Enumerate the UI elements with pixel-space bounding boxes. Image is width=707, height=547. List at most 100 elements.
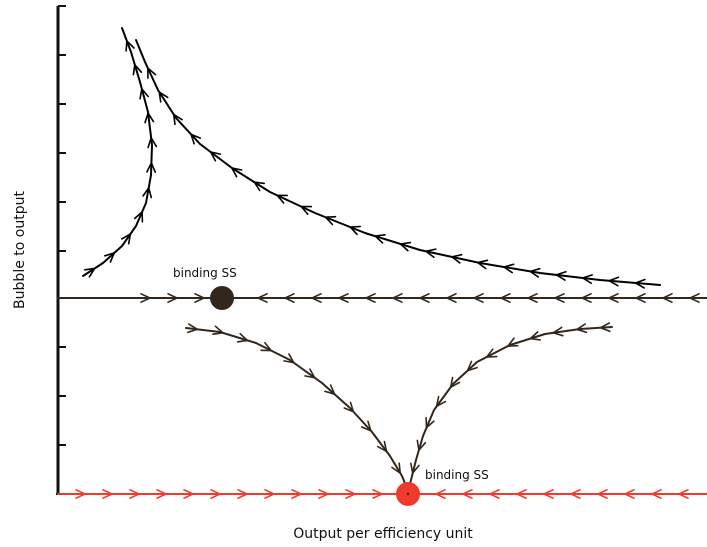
arrow-head bbox=[506, 337, 519, 347]
arrow-head bbox=[376, 440, 388, 453]
arrow-head bbox=[551, 326, 564, 337]
arrow-head bbox=[499, 293, 511, 303]
arrow-head bbox=[410, 462, 420, 475]
lower-steady-state: binding SS bbox=[396, 468, 489, 506]
arrow-head bbox=[373, 234, 386, 244]
upper-left-trajectory bbox=[82, 27, 153, 277]
arrow-head bbox=[425, 417, 435, 430]
arrow-head bbox=[142, 186, 153, 199]
arrow-head bbox=[580, 274, 593, 284]
arrow-head bbox=[260, 342, 273, 352]
arrow-head bbox=[526, 293, 538, 303]
arrow-head bbox=[210, 489, 222, 499]
arrow-head bbox=[236, 332, 250, 343]
arrow-head bbox=[607, 293, 619, 303]
lower-steady-state-center bbox=[406, 492, 410, 496]
arrow-head bbox=[391, 462, 402, 475]
arrow-head bbox=[283, 293, 295, 303]
arrow-head bbox=[598, 322, 611, 333]
arrow-head bbox=[472, 293, 484, 303]
arrow-head bbox=[372, 489, 384, 499]
arrow-head bbox=[398, 241, 412, 252]
arrow-head bbox=[416, 439, 427, 453]
arrow-head bbox=[434, 489, 446, 499]
arrow-head bbox=[569, 489, 581, 499]
arrow-head bbox=[348, 225, 361, 236]
arrow-head bbox=[256, 293, 268, 303]
direction-arrows bbox=[75, 39, 700, 499]
arrow-head bbox=[121, 232, 132, 245]
arrow-head bbox=[337, 293, 349, 303]
arrow-head bbox=[364, 293, 376, 303]
arrow-head bbox=[146, 161, 157, 173]
arrow-head bbox=[661, 293, 673, 303]
arrow-head bbox=[488, 489, 500, 499]
arrow-head bbox=[435, 395, 447, 408]
arrow-head bbox=[129, 489, 141, 499]
arrow-head bbox=[283, 353, 296, 364]
arrow-head bbox=[172, 112, 183, 126]
upper-right-trajectory bbox=[135, 39, 661, 286]
trajectories bbox=[57, 27, 707, 495]
arrow-head bbox=[553, 293, 565, 303]
arrow-head bbox=[688, 293, 700, 303]
arrow-head bbox=[343, 401, 355, 414]
arrow-head bbox=[291, 489, 303, 499]
arrow-head bbox=[677, 489, 689, 499]
arrow-head bbox=[139, 87, 149, 100]
arrow-head bbox=[360, 420, 373, 433]
arrow-head bbox=[554, 271, 567, 281]
arrow-head bbox=[575, 323, 588, 334]
arrow-head bbox=[144, 111, 155, 124]
arrow-head bbox=[596, 489, 608, 499]
arrow-head bbox=[84, 267, 97, 278]
arrow-head bbox=[424, 248, 437, 259]
arrow-head bbox=[264, 489, 276, 499]
arrow-head bbox=[125, 39, 135, 52]
arrow-head bbox=[167, 293, 179, 303]
arrow-head bbox=[299, 205, 313, 215]
arrow-head bbox=[209, 150, 222, 162]
arrow-head bbox=[304, 368, 317, 379]
arrow-head bbox=[345, 489, 357, 499]
lower-right-trajectory bbox=[408, 326, 613, 488]
upper-steady-state-dot bbox=[210, 286, 234, 310]
arrow-head bbox=[650, 489, 662, 499]
arrow-head bbox=[528, 331, 541, 341]
lower-steady-state-label: binding SS bbox=[425, 468, 489, 482]
arrow-head bbox=[147, 66, 157, 79]
arrow-head bbox=[323, 215, 337, 226]
arrow-head bbox=[187, 323, 200, 334]
arrow-head bbox=[475, 259, 489, 270]
arrow-head bbox=[623, 489, 635, 499]
arrow-head bbox=[230, 166, 243, 178]
arrow-head bbox=[75, 489, 87, 499]
arrow-head bbox=[502, 263, 515, 274]
arrow-head bbox=[391, 293, 403, 303]
arrow-head bbox=[275, 194, 288, 204]
arrow-head bbox=[318, 489, 330, 499]
x-axis-label: Output per efficiency unit bbox=[293, 526, 473, 542]
arrow-head bbox=[147, 136, 158, 149]
arrow-head bbox=[418, 293, 430, 303]
arrow-head bbox=[466, 360, 478, 372]
arrow-head bbox=[132, 62, 143, 76]
arrow-head bbox=[183, 489, 195, 499]
arrow-head bbox=[104, 251, 116, 263]
arrow-head bbox=[542, 489, 554, 499]
arrow-head bbox=[252, 181, 265, 192]
arrow-head bbox=[634, 293, 646, 303]
arrow-head bbox=[633, 278, 646, 289]
arrow-head bbox=[237, 489, 249, 499]
arrow-head bbox=[580, 293, 592, 303]
arrow-head bbox=[461, 489, 473, 499]
arrow-head bbox=[607, 276, 620, 287]
arrow-head bbox=[324, 384, 337, 396]
arrow-head bbox=[485, 348, 498, 358]
upper-steady-state-label: binding SS bbox=[173, 266, 237, 280]
arrow-head bbox=[450, 253, 463, 264]
arrow-head bbox=[156, 489, 168, 499]
arrow-head bbox=[194, 293, 206, 303]
upper-steady-state: binding SS bbox=[173, 266, 237, 310]
